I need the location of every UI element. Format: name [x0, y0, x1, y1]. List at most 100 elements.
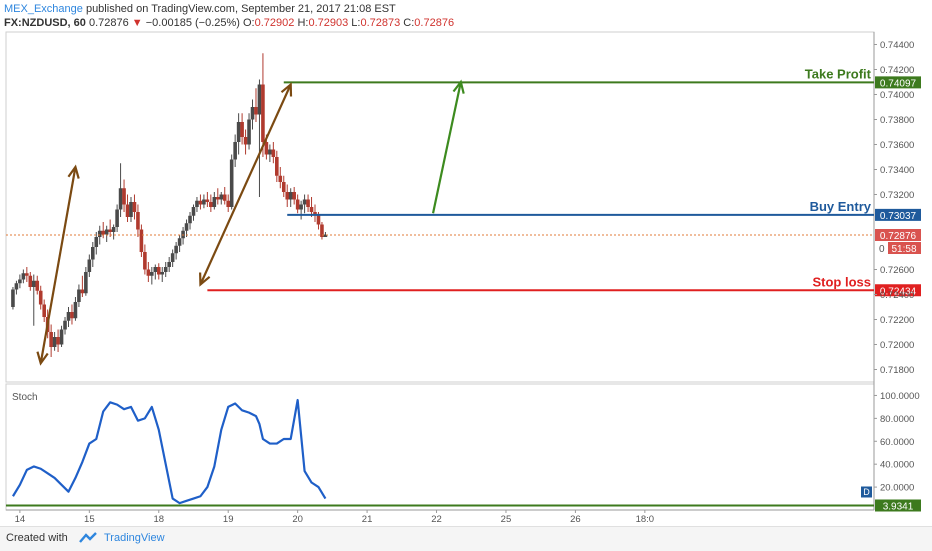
time-tick-label: 20 [292, 514, 303, 525]
candle [250, 107, 255, 120]
publisher-name[interactable]: MEX_Exchange [4, 3, 83, 15]
time-tick-label: 19 [223, 514, 234, 525]
candle [80, 289, 85, 294]
level-price-tag [875, 208, 921, 221]
arrow-head [199, 272, 211, 287]
candle [281, 182, 286, 192]
price-tick-label: 0.72000 [880, 340, 914, 351]
candle [285, 192, 290, 200]
last-price: 0.72876 [88, 17, 129, 29]
candle [111, 227, 116, 232]
countdown-label: 51:58 [891, 244, 916, 255]
candle [150, 272, 154, 276]
candles [11, 53, 328, 357]
trend-arrow [431, 81, 462, 214]
candle [59, 329, 64, 345]
countdown-tag [888, 242, 921, 254]
candle [198, 200, 203, 205]
price-tick-label: 0.73400 [880, 165, 914, 176]
candle [309, 207, 314, 212]
stoch-tick-label: 100.0000 [880, 391, 920, 402]
arrow-head [36, 351, 49, 366]
time-tick-label: 15 [84, 514, 95, 525]
time-tick-label: 22 [431, 514, 442, 525]
candle [205, 199, 210, 202]
candle [316, 214, 321, 225]
candle [38, 290, 43, 305]
time-tick-label: 18 [153, 514, 164, 525]
time-tick-label: 25 [501, 514, 512, 525]
stoch-title: Stoch [12, 392, 38, 403]
candle [160, 272, 165, 275]
candle [306, 199, 310, 207]
price-tick-label: 0.73600 [880, 140, 914, 151]
stoch-tick-label: 20.0000 [880, 483, 914, 494]
candle [153, 267, 158, 272]
candle [125, 204, 130, 217]
level-price-label: 0.73037 [880, 211, 917, 222]
stoch-tick-label: 60.0000 [880, 437, 914, 448]
partial-tick-label: 0 [879, 244, 885, 255]
stoch-series-line [12, 398, 327, 505]
candle [156, 267, 161, 275]
candle [25, 273, 29, 276]
footer-bar: Created with TradingView [0, 526, 932, 551]
candle [320, 224, 324, 237]
trend-arrow [39, 166, 77, 364]
candle [136, 212, 140, 230]
candle [77, 289, 81, 302]
candle [35, 280, 40, 291]
candle [146, 269, 151, 276]
candle [212, 197, 217, 207]
open-value: 0.72902 [254, 17, 295, 29]
current-price-label: 0.72876 [880, 231, 917, 242]
candle [299, 204, 303, 210]
candle [323, 234, 328, 237]
price-tick-label: 0.71800 [880, 365, 914, 376]
candle [104, 229, 109, 235]
candle [177, 238, 182, 246]
candle [292, 192, 296, 200]
level-price-label: 0.72434 [880, 286, 917, 297]
stoch-pane-frame [5, 383, 875, 511]
candle [143, 252, 147, 270]
stoch-value-label: 3.9341 [883, 501, 914, 512]
arrow-head [452, 79, 465, 94]
arrow-head [67, 164, 80, 179]
stoch-badge-label: D [863, 487, 870, 497]
candle [226, 200, 231, 207]
levels: Take Profit 0.74097 Buy Entry 0.73037 Stop l… [6, 66, 921, 297]
candle [101, 230, 106, 235]
candle [275, 157, 279, 176]
candle [233, 142, 237, 160]
candle [215, 197, 220, 200]
tradingview-link[interactable]: TradingView [104, 532, 165, 544]
price-tick-label: 0.73200 [880, 190, 914, 201]
price-tick-label: 0.73800 [880, 115, 914, 126]
candle [202, 199, 206, 205]
time-axis-ticks: 14 15 18 19 20 21 22 25 26 18:0 [15, 510, 654, 525]
stochastic-line: 3.9341 D [6, 398, 921, 512]
candle [108, 229, 112, 232]
arrows [36, 79, 465, 366]
candle [188, 215, 192, 224]
tradingview-logo-icon [79, 532, 97, 543]
candle [42, 304, 46, 317]
candle [261, 84, 265, 142]
candle [257, 84, 262, 115]
close-value: 0.72876 [414, 17, 455, 29]
current-price-tag [875, 229, 921, 241]
price-chart[interactable]: Take Profit 0.74097 Buy Entry 0.73037 Stop l… [0, 0, 932, 526]
level-name: Buy Entry [810, 199, 872, 214]
price-tick-label: 0.72400 [880, 290, 914, 301]
trend-arrow [199, 84, 292, 285]
candle [313, 212, 317, 215]
candle [167, 262, 171, 267]
low-value: 0.72873 [360, 17, 401, 29]
stoch-tick-label: 80.0000 [880, 414, 914, 425]
candle [91, 247, 95, 260]
created-with-label: Created with [6, 532, 68, 544]
candle [240, 122, 244, 137]
level-price-tag [875, 284, 921, 297]
candle [70, 312, 74, 319]
